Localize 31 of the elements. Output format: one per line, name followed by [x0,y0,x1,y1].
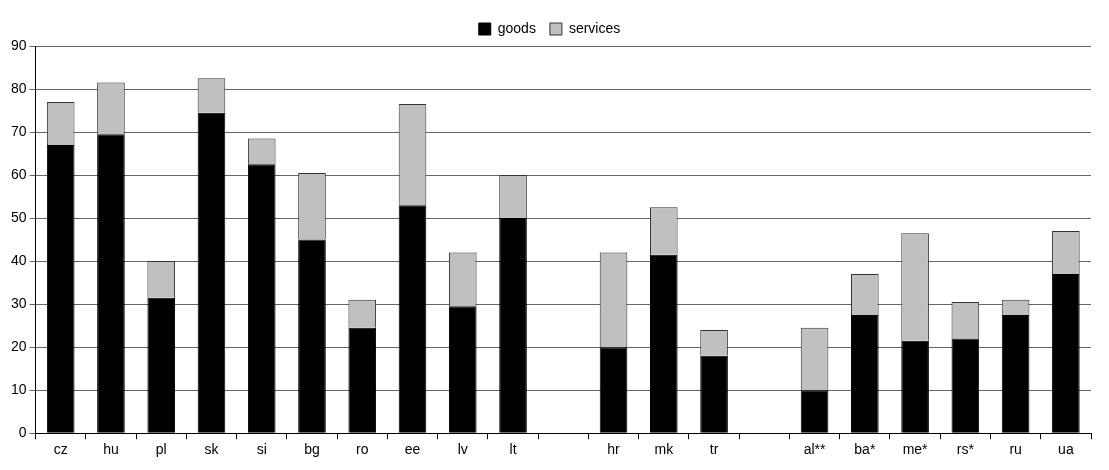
y-tick-label: 30 [10,294,27,311]
x-tick-label: sk [204,441,220,458]
x-tick-label: hr [607,441,621,458]
y-tick-label: 40 [10,251,27,268]
x-tick-label: lv [457,441,468,458]
x-tick-label: ba* [854,441,876,458]
x-tick-label: bg [304,441,320,458]
y-tick-label: 10 [10,381,27,398]
y-tick-label: 70 [10,122,27,139]
x-tick-label: ro [356,441,369,458]
x-tick-label: pl [155,441,167,458]
x-tick-label: lt [509,441,517,458]
x-tick-label: cz [53,441,68,458]
y-tick-label: 50 [10,208,27,225]
x-tick-label: me* [902,441,929,458]
x-tick-label: mk [654,441,675,458]
legend-label: goods [497,19,536,36]
y-tick-label: 60 [10,165,27,182]
y-tick-label: 80 [10,79,27,96]
x-tick-label: ua [1058,441,1074,458]
y-tick-label: 0 [18,424,27,441]
y-tick-label: 90 [10,36,27,53]
x-tick-label: hu [103,441,119,458]
x-tick-label: al** [803,441,827,458]
x-tick-label: ee [404,441,421,458]
x-tick-label: rs* [956,441,975,458]
x-tick-label: tr [709,441,719,458]
y-tick-label: 20 [10,338,27,355]
x-tick-label: ru [1009,441,1022,458]
legend-label: services [568,19,621,36]
x-tick-label: si [256,441,267,458]
